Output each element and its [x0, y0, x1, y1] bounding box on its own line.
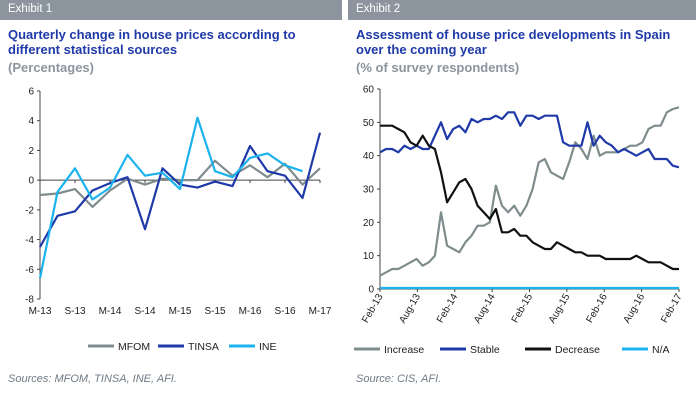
x-tick-label: M-16: [239, 306, 262, 317]
legend-label: Increase: [384, 344, 424, 356]
x-tick-label: M-14: [99, 306, 122, 317]
x-tick-label: Aug-14: [472, 292, 498, 326]
y-tick-label: 10: [363, 251, 375, 262]
y-tick-label: 0: [28, 176, 34, 187]
series-line-decrease: [380, 124, 679, 271]
x-tick-label: Feb-16: [584, 292, 610, 325]
exhibit-2-label: Exhibit 2: [356, 3, 401, 15]
series-line-ine: [38, 116, 303, 279]
x-tick-label: Feb-14: [435, 292, 461, 325]
y-tick-label: 30: [363, 185, 375, 196]
y-tick-label: 0: [368, 285, 374, 296]
legend-label: N/A: [652, 344, 670, 356]
exhibit-1-label: Exhibit 1: [8, 3, 53, 15]
legend-label: Decrease: [555, 344, 600, 356]
x-tick-label: Feb-17: [659, 292, 685, 325]
x-tick-label: S-14: [134, 306, 156, 317]
exhibit-2-chart: 0 10 20 30 40 50 60 Feb-13 Aug-13 Feb-14 Aug-14 Feb…: [354, 85, 685, 356]
y-tick-label: 40: [363, 151, 375, 162]
exhibit-2-panel: Exhibit 2 Assessment of house price deve…: [348, 0, 696, 402]
y-tick-label: 20: [363, 218, 375, 229]
exhibit-2-source: Source: CIS, AFI.: [356, 373, 442, 385]
x-tick-label: S-13: [64, 306, 86, 317]
exhibit-1-header-bar: [0, 0, 342, 20]
x-tick-label: M-15: [169, 306, 192, 317]
x-tick-label: S-16: [274, 306, 296, 317]
legend-label: MFOM: [118, 341, 150, 353]
series-line-increase: [379, 106, 680, 277]
exhibit-1-panel: Exhibit 1 Quarterly change in house pric…: [0, 0, 342, 385]
x-tick-label: Feb-15: [510, 292, 536, 325]
y-tick-label: -2: [25, 205, 34, 216]
x-tick-label: Feb-13: [360, 292, 386, 325]
y-tick-label: -4: [25, 235, 34, 246]
exhibit-1-chart: -8 -6 -4 -2 0 2 4 6 M-13 S-13 M-14 S-14 M-15 S-15 M-16…: [25, 87, 332, 354]
exhibit-1-title: Quarterly change in house prices accordi…: [8, 27, 296, 57]
y-tick-label: 60: [363, 85, 375, 96]
y-tick-label: 50: [363, 118, 375, 129]
exhibit-1-source: Sources: MFOM, TINSA, INE, AFI.: [8, 373, 177, 385]
y-tick-label: -6: [25, 265, 34, 276]
x-tick-label: Aug-15: [547, 292, 573, 326]
legend-label: Stable: [470, 344, 500, 356]
x-tick-label: Aug-13: [397, 292, 423, 326]
legend-label: TINSA: [188, 341, 219, 353]
exhibit-1-subtitle: (Percentages): [8, 60, 94, 75]
x-tick-label: M-17: [309, 306, 332, 317]
x-tick-label: M-13: [29, 306, 52, 317]
x-tick-label: Aug-16: [622, 292, 648, 326]
y-tick-label: 6: [28, 87, 34, 98]
x-tick-label: S-15: [204, 306, 226, 317]
y-tick-label: 2: [28, 146, 34, 157]
exhibit-2-title: Assessment of house price developments i…: [356, 27, 671, 57]
exhibit-2-header-bar: [348, 0, 696, 20]
y-tick-label: -8: [25, 295, 34, 306]
y-tick-label: 4: [28, 116, 34, 127]
exhibit-2-subtitle: (% of survey respondents): [356, 60, 520, 75]
legend-label: INE: [259, 341, 277, 353]
